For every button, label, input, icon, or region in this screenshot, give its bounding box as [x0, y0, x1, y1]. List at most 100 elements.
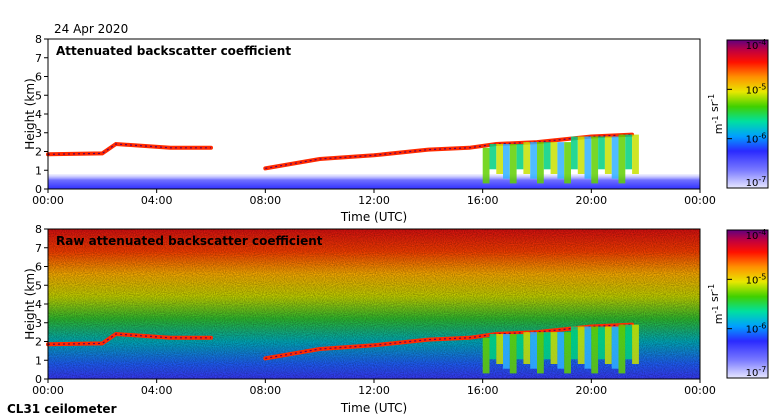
y-tick-label: 6	[35, 261, 42, 274]
x-tick-label: 04:00	[141, 384, 173, 397]
convective-cloud-column	[516, 144, 524, 170]
y-tick-label: 2	[35, 146, 42, 159]
y-tick-label: 3	[35, 127, 42, 140]
x-tick-label: 16:00	[467, 194, 499, 207]
colorbar-2-gradient	[726, 229, 769, 379]
convective-cloud-column	[543, 142, 551, 170]
convective-cloud-column	[543, 332, 551, 360]
colorbar-1: 10-710-610-510-4 m-1 sr-1	[707, 38, 769, 189]
panel-raw-backscatter: Raw attenuated backscatter coefficient 0…	[23, 223, 716, 415]
instrument-label: CL31 ceilometer	[7, 402, 117, 416]
convective-cloud-column	[523, 332, 531, 364]
x-tick-label: 20:00	[575, 384, 607, 397]
date-label: 24 Apr 2020	[54, 22, 128, 36]
convective-cloud-column	[550, 142, 558, 174]
y-tick-label: 2	[35, 336, 42, 349]
convective-cloud-column	[557, 332, 565, 369]
convective-cloud-column	[571, 136, 578, 170]
convective-cloud-column	[611, 136, 619, 179]
y-tick-label: 7	[35, 52, 42, 65]
convective-cloud-column	[577, 136, 585, 174]
convective-cloud-column	[537, 332, 544, 374]
convective-cloud-column	[489, 144, 497, 170]
convective-cloud-column	[564, 142, 571, 184]
convective-cloud-column	[482, 337, 490, 374]
convective-cloud-column	[537, 142, 544, 184]
convective-cloud-column	[604, 326, 612, 364]
x-tick-label: 12:00	[358, 384, 390, 397]
cloud-layer-core	[47, 333, 211, 345]
colorbar-unit-label: m-1 sr-1	[707, 94, 725, 134]
convective-cloud-column	[598, 136, 605, 170]
colorbar-2: 10-710-610-510-4 m-1 sr-1	[707, 228, 769, 379]
y-tick-label: 6	[35, 71, 42, 84]
panel2-signal-layer	[46, 322, 639, 374]
y-tick-label: 1	[35, 354, 42, 367]
convective-cloud-column	[611, 326, 619, 369]
y-tick-label: 0	[35, 183, 42, 196]
convective-cloud-column	[509, 144, 517, 184]
y-tick-label: 1	[35, 164, 42, 177]
convective-cloud-column	[503, 144, 510, 179]
cloud-layer-core	[265, 134, 633, 169]
panel1-x-label: Time (UTC)	[340, 210, 407, 224]
convective-cloud-column	[523, 142, 531, 174]
convective-cloud-column	[496, 334, 504, 364]
convective-cloud-column	[503, 334, 510, 369]
convective-cloud-column	[591, 326, 599, 374]
x-tick-label: 12:00	[358, 194, 390, 207]
cloud-layer-core	[47, 143, 211, 155]
panel2-x-axis: 00:00 04:00 08:00 12:00 16:00 20:00 00:00	[32, 379, 716, 397]
cloud-layer-core	[265, 324, 633, 359]
y-tick-label: 4	[35, 298, 42, 311]
panel2-x-label: Time (UTC)	[340, 401, 407, 415]
convective-cloud-column	[530, 142, 537, 179]
x-tick-label: 16:00	[467, 384, 499, 397]
convective-cloud-column	[625, 324, 633, 360]
y-tick-label: 4	[35, 108, 42, 121]
convective-cloud-column	[598, 326, 605, 360]
convective-cloud-column	[584, 136, 592, 179]
convective-cloud-column	[584, 326, 592, 369]
colorbar-1-unit: m-1 sr-1	[707, 94, 725, 134]
x-tick-label: 00:00	[684, 194, 716, 207]
y-tick-label: 5	[35, 279, 42, 292]
convective-cloud-column	[625, 134, 633, 170]
colorbar-unit-label: m-1 sr-1	[707, 284, 725, 324]
y-tick-label: 0	[35, 373, 42, 386]
colorbar-1-ticks: 10-710-610-510-4	[727, 38, 766, 189]
panel1-title: Attenuated backscatter coefficient	[56, 44, 291, 58]
convective-cloud-column	[530, 332, 537, 369]
x-tick-label: 00:00	[32, 384, 64, 397]
convective-cloud-column	[482, 147, 490, 184]
y-tick-label: 3	[35, 317, 42, 330]
panel1-y-label: Height (km)	[23, 78, 37, 149]
y-tick-label: 8	[35, 223, 42, 236]
convective-cloud-column	[632, 324, 639, 364]
x-tick-label: 00:00	[32, 194, 64, 207]
convective-cloud-column	[557, 142, 565, 179]
panel1-x-axis: 00:00 04:00 08:00 12:00 16:00 20:00 00:00	[32, 189, 716, 207]
convective-cloud-column	[604, 136, 612, 174]
convective-cloud-column	[496, 144, 504, 174]
panel1-signal-layer	[46, 132, 639, 184]
x-tick-label: 08:00	[249, 194, 281, 207]
panel1-y-axis: 0 1 2 3 4 5 6 7 8	[35, 33, 48, 196]
convective-cloud-column	[489, 334, 497, 360]
convective-cloud-column	[618, 134, 626, 184]
x-tick-label: 08:00	[249, 384, 281, 397]
x-tick-label: 20:00	[575, 194, 607, 207]
convective-cloud-column	[632, 134, 639, 174]
panel2-y-axis: 0 1 2 3 4 5 6 7 8	[35, 223, 48, 386]
convective-cloud-column	[591, 136, 599, 184]
colorbar-2-unit: m-1 sr-1	[707, 284, 725, 324]
y-tick-label: 5	[35, 89, 42, 102]
colorbar-1-gradient	[726, 39, 769, 189]
panel-attenuated-backscatter: Attenuated backscatter coefficient 0 1 2 3 4…	[23, 33, 716, 224]
convective-cloud-column	[516, 334, 524, 360]
convective-cloud-column	[564, 332, 571, 374]
convective-cloud-column	[577, 326, 585, 364]
x-tick-label: 00:00	[684, 384, 716, 397]
y-tick-label: 7	[35, 242, 42, 255]
